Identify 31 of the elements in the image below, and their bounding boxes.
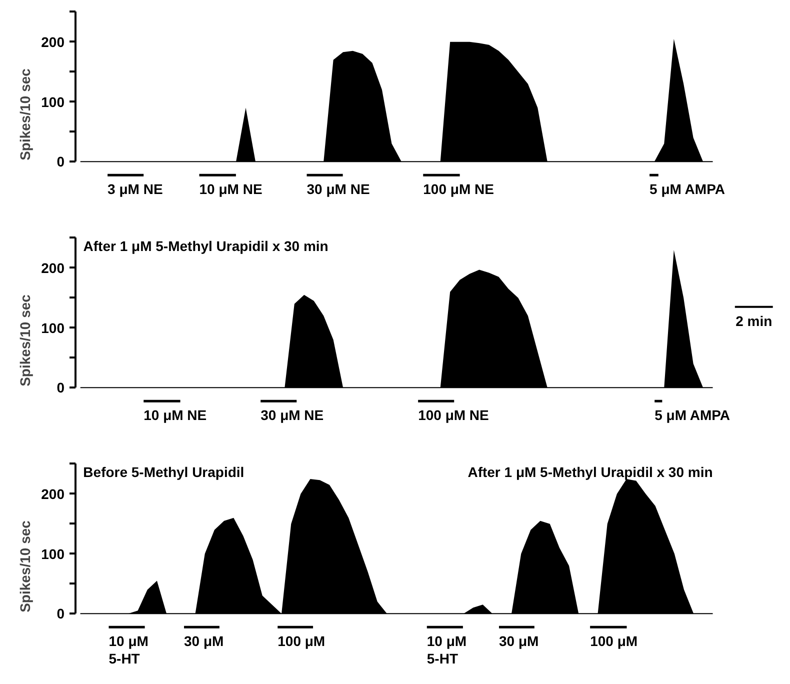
text: 100 μM: [590, 633, 638, 650]
text: 5 μM AMPA: [650, 181, 725, 198]
text: 30 μM: [498, 633, 539, 650]
text: 10 μM 5-HT: [426, 633, 467, 667]
text: 30 μM NE: [306, 181, 370, 198]
y-tick-label: 200: [41, 486, 65, 502]
y-axis-title: Spikes/10 sec: [17, 68, 34, 160]
y-tick-label: 200: [41, 260, 65, 276]
y-tick-label: 100: [41, 94, 65, 110]
y-tick-label: 0: [56, 380, 65, 396]
y-axis-title: Spikes/10 sec: [17, 294, 34, 386]
text: 10 μM NE: [144, 407, 207, 424]
text: 30 μM: [184, 633, 224, 650]
y-tick-label: 100: [41, 546, 65, 562]
y-tick-label: 0: [56, 606, 65, 622]
text: 10 μM NE: [199, 181, 262, 198]
text: 2 min: [736, 312, 772, 329]
text: 30 μM NE: [260, 407, 324, 424]
chart-title: Before 5-Methyl Urapidil: [83, 464, 244, 480]
y-tick-label: 100: [41, 320, 65, 336]
y-axis-title: Spikes/10 sec: [17, 520, 34, 612]
y-tick-label: 0: [56, 154, 65, 170]
text: 5 μM AMPA: [654, 407, 730, 424]
text: 100 μM: [278, 633, 326, 650]
text: 100 μM NE: [418, 407, 489, 424]
y-tick-label: 200: [41, 34, 65, 50]
text: 100 μM NE: [423, 181, 494, 198]
chart-subtitle: After 1 μM 5-Methyl Urapidil x 30 min: [468, 464, 713, 480]
text: 3 μM NE: [108, 181, 163, 198]
text: 10 μM 5-HT: [108, 633, 148, 667]
chart-title: After 1 μM 5-Methyl Urapidil x 30 min: [83, 238, 328, 254]
